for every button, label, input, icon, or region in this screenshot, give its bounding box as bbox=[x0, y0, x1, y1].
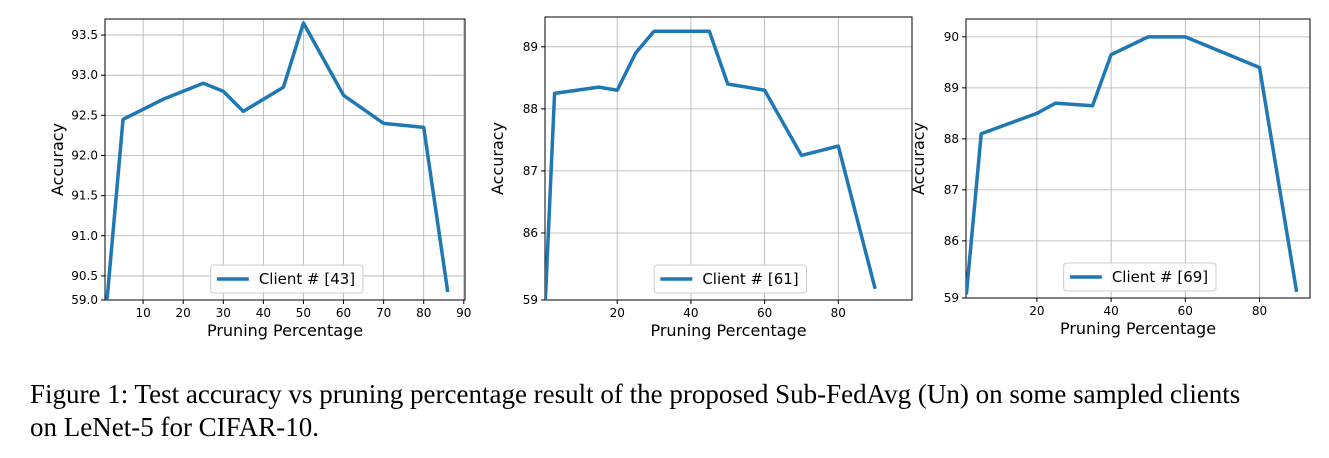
x-tick-label: 30 bbox=[216, 306, 231, 320]
y-tick-label: 86 bbox=[944, 234, 959, 248]
y-tick-label: 89 bbox=[944, 81, 959, 95]
x-tick-label: 20 bbox=[1029, 304, 1044, 318]
x-tick-label: 80 bbox=[831, 306, 846, 320]
y-tick-label: 88 bbox=[523, 102, 538, 116]
legend-label: Client # [61] bbox=[702, 270, 798, 288]
y-tick-label: 93.0 bbox=[71, 68, 98, 82]
y-tick-label: 89 bbox=[523, 40, 538, 54]
x-tick-label: 80 bbox=[416, 306, 431, 320]
x-tick-label: 20 bbox=[610, 306, 625, 320]
legend-label: Client # [43] bbox=[259, 270, 355, 288]
y-axis-label: Accuracy bbox=[909, 122, 928, 195]
x-axis-label: Pruning Percentage bbox=[1060, 319, 1216, 338]
chart: 10 20 30 40 50 60 70 80 90 59.0 90.5 91.0 91.5 92.0 92… bbox=[48, 18, 471, 340]
x-axis-label: Pruning Percentage bbox=[650, 321, 806, 340]
x-tick-label: 40 bbox=[683, 306, 698, 320]
y-tick-label: 91.5 bbox=[71, 189, 98, 203]
x-tick-label: 60 bbox=[1178, 304, 1193, 318]
y-tick-label: 88 bbox=[944, 132, 959, 146]
y-tick-label: 90 bbox=[944, 30, 959, 44]
figure: 10 20 30 40 50 60 70 80 90 59.0 90.5 91.0 91.5 92.0 92… bbox=[48, 16, 1311, 340]
x-tick-label: 80 bbox=[1252, 304, 1267, 318]
x-tick-label: 40 bbox=[1103, 304, 1118, 318]
data-line bbox=[545, 29, 877, 300]
legend-label: Client # [69] bbox=[1112, 268, 1208, 286]
y-tick-label: 90.5 bbox=[71, 269, 98, 283]
x-tick-label: 40 bbox=[256, 306, 271, 320]
y-tick-label: 86 bbox=[523, 226, 538, 240]
y-axis-label: Accuracy bbox=[48, 123, 67, 196]
y-tick-label: 59.0 bbox=[71, 293, 98, 307]
y-tick-label: 87 bbox=[523, 164, 538, 178]
y-axis-label: Accuracy bbox=[488, 122, 507, 195]
y-tick-label: 92.0 bbox=[71, 148, 98, 162]
x-tick-label: 10 bbox=[135, 306, 150, 320]
chart: 20 40 60 80 59 86 87 88 89 90 Pruning Percentage Ac… bbox=[909, 18, 1311, 338]
plot-frame bbox=[544, 16, 913, 301]
x-axis-label: Pruning Percentage bbox=[207, 321, 363, 340]
legend: Client # [43] bbox=[210, 264, 364, 294]
x-tick-label: 60 bbox=[336, 306, 351, 320]
legend-box bbox=[653, 264, 807, 294]
legend: Client # [61] bbox=[653, 264, 807, 294]
x-tick-label: 90 bbox=[456, 306, 471, 320]
legend-box bbox=[210, 264, 364, 294]
caption: Figure 1: Test accuracy vs pruning perce… bbox=[30, 379, 1241, 442]
x-tick-label: 60 bbox=[757, 306, 772, 320]
y-tick-label: 87 bbox=[944, 183, 959, 197]
plot-frame bbox=[104, 18, 466, 301]
x-tick-label: 70 bbox=[376, 306, 391, 320]
y-tick-label: 59 bbox=[944, 291, 959, 305]
legend: Client # [69] bbox=[1063, 262, 1217, 292]
plot-frame bbox=[965, 18, 1311, 299]
y-tick-label: 59 bbox=[523, 293, 538, 307]
y-tick-label: 92.5 bbox=[71, 108, 98, 122]
y-tick-label: 93.5 bbox=[71, 28, 98, 42]
data-line bbox=[105, 21, 450, 300]
legend-box bbox=[1063, 262, 1217, 292]
chart: 20 40 60 80 59 86 87 88 89 Pruning Percentage Accu… bbox=[488, 16, 913, 340]
x-tick-label: 50 bbox=[296, 306, 311, 320]
data-line bbox=[966, 35, 1299, 295]
x-tick-label: 20 bbox=[176, 306, 191, 320]
y-tick-label: 91.0 bbox=[71, 229, 98, 243]
